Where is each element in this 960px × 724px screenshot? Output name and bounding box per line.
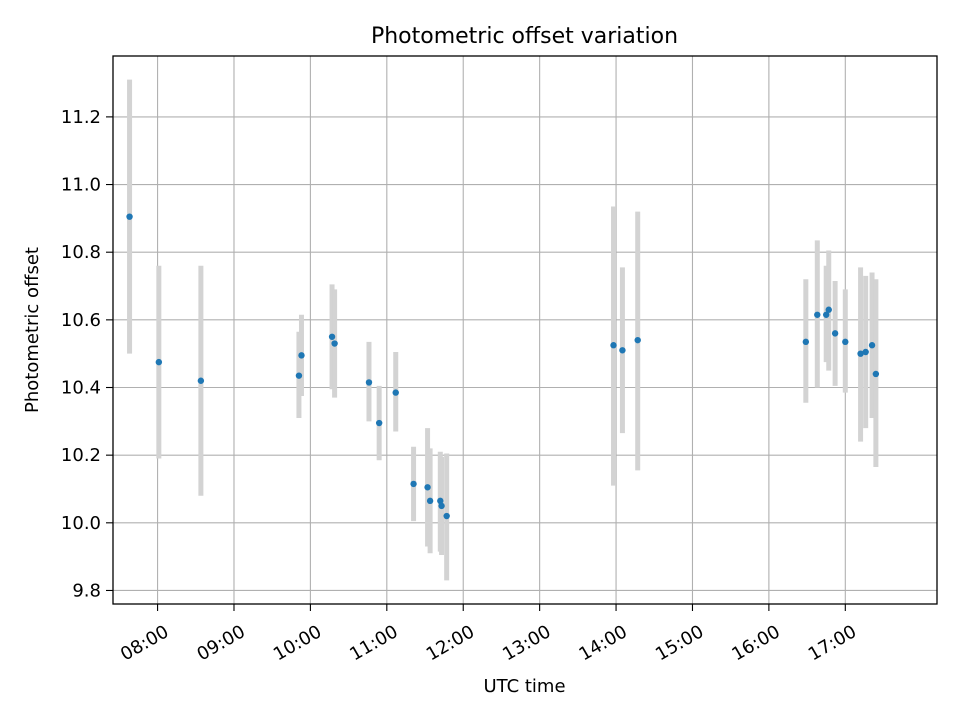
data-point <box>410 480 417 488</box>
y-tick-label: 9.8 <box>72 580 101 601</box>
data-point <box>822 311 830 318</box>
data-point <box>392 389 399 396</box>
data-point <box>331 340 338 347</box>
x-axis-label: UTC time <box>483 676 565 697</box>
y-tick-label: 11.2 <box>61 107 101 128</box>
data-point <box>868 342 876 349</box>
data-point <box>155 358 163 366</box>
y-tick-label: 10.6 <box>61 310 101 331</box>
data-point <box>437 497 444 505</box>
data-point <box>610 342 617 349</box>
data-point <box>443 512 450 520</box>
data-point <box>825 306 832 313</box>
data-point <box>197 377 205 384</box>
data-point <box>857 350 864 357</box>
y-tick-label: 10.2 <box>61 445 101 466</box>
data-point <box>424 484 431 491</box>
data-point <box>634 336 641 344</box>
data-point <box>295 372 303 379</box>
data-point <box>872 370 880 378</box>
data-point <box>831 330 839 337</box>
y-axis-ticks: 9.8 10.0 10.2 10.4 10.6 10.8 11.0 11.2 <box>61 107 113 601</box>
data-point <box>862 348 869 356</box>
data-point <box>438 502 445 510</box>
data-points <box>126 213 880 520</box>
data-point <box>426 497 434 505</box>
y-tick-label: 10.0 <box>61 513 101 534</box>
data-point <box>298 352 305 359</box>
data-point <box>802 338 810 346</box>
chart-title: Photometric offset variation <box>371 24 678 49</box>
y-tick-label: 10.4 <box>61 378 101 399</box>
data-point <box>126 213 133 220</box>
y-tick-label: 11.0 <box>61 175 101 196</box>
y-tick-label: 10.8 <box>61 242 101 263</box>
y-axis-label: Photometric offset <box>22 247 43 413</box>
data-point <box>328 333 336 340</box>
data-point <box>842 338 849 346</box>
data-point <box>814 311 821 318</box>
data-point <box>365 379 373 386</box>
data-point <box>375 419 383 427</box>
plot-frame <box>112 55 938 605</box>
data-point <box>619 347 626 354</box>
